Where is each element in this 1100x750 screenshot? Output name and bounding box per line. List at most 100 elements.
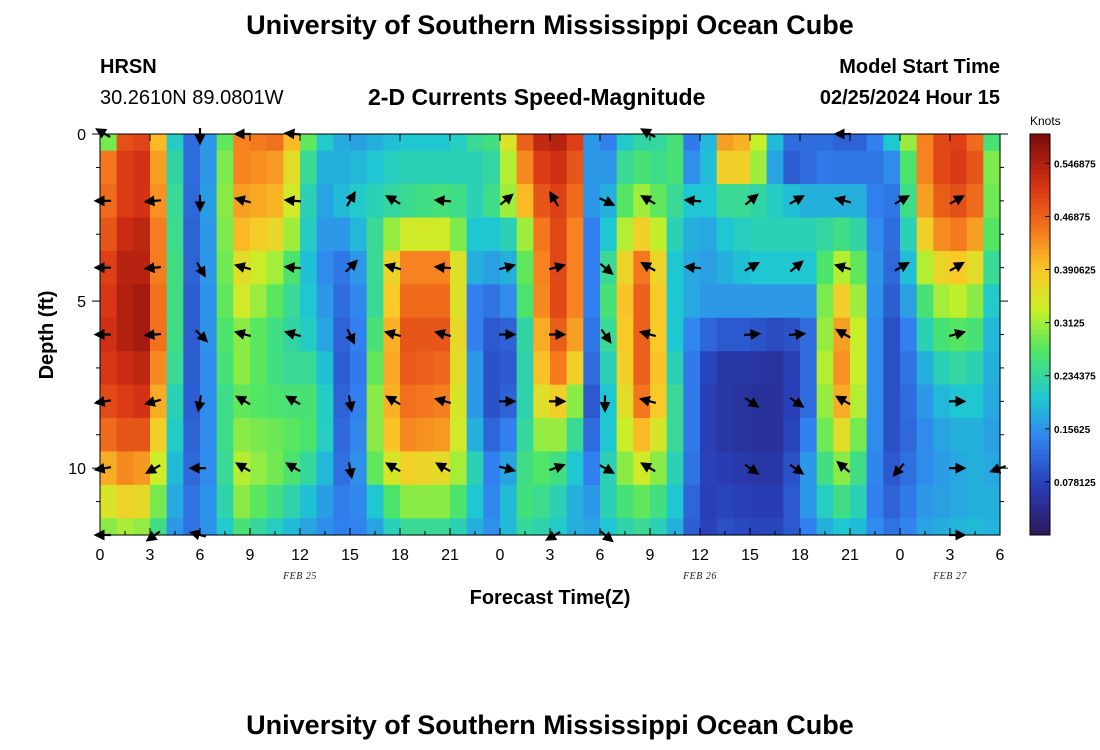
colorbar: 0.078125 0.15625 0.234375 0.3125 0.390625 0.4… — [1029, 133, 1096, 536]
heatmap-cell — [366, 418, 384, 453]
heatmap-cell — [383, 217, 401, 252]
heatmap-cell — [716, 418, 734, 453]
heatmap-cell — [750, 217, 768, 252]
heatmap-cell — [633, 484, 651, 519]
current-arrow — [283, 329, 302, 340]
heatmap-cell — [733, 134, 751, 152]
heatmap-cell — [416, 134, 434, 152]
colorbar-segment — [1030, 289, 1050, 295]
colorbar-segment — [1030, 179, 1050, 185]
colorbar-segment — [1030, 144, 1050, 150]
heatmap-cell — [883, 217, 901, 252]
heatmap-cell — [483, 217, 501, 252]
heatmap-cell — [883, 317, 901, 352]
x-axis-title: Forecast Time(Z) — [470, 587, 631, 609]
heatmap-cell — [116, 451, 134, 486]
heatmap-cell — [483, 351, 501, 386]
heatmap-cell — [683, 217, 701, 252]
heatmap-cell — [266, 418, 284, 453]
x-tick-label: 21 — [441, 547, 459, 564]
current-arrow — [640, 261, 656, 273]
heatmap-cell — [400, 418, 418, 453]
heatmap-cell — [416, 384, 434, 419]
heatmap-cell — [466, 518, 484, 536]
heatmap-cell — [900, 217, 918, 252]
heatmap-cell — [816, 451, 834, 486]
heatmap-cell — [416, 351, 434, 386]
heatmap-cell — [883, 250, 901, 285]
current-arrow — [344, 395, 356, 413]
current-arrow — [194, 329, 209, 343]
heatmap-cell — [233, 518, 251, 536]
heatmap-cell — [416, 317, 434, 352]
heatmap-cell — [233, 150, 251, 185]
heatmap-cell — [450, 284, 468, 319]
heatmap-cell — [633, 418, 651, 453]
current-arrow — [894, 261, 910, 273]
heatmap-cell — [816, 518, 834, 536]
heatmap-cell — [433, 351, 451, 386]
current-arrow — [233, 329, 252, 340]
heatmap-cell — [816, 351, 834, 386]
heatmap-cell — [883, 150, 901, 185]
heatmap-cell — [450, 351, 468, 386]
current-arrow — [599, 463, 615, 474]
current-arrow — [892, 462, 905, 477]
x-tick-label: 12 — [691, 547, 709, 564]
heatmap-cell — [866, 484, 884, 519]
heatmap-cell — [216, 134, 234, 152]
heatmap-cell — [216, 384, 234, 419]
heatmap-cell — [533, 451, 551, 486]
heatmap-cell — [466, 484, 484, 519]
heatmap-cell — [200, 284, 218, 319]
heatmap-cell — [950, 351, 968, 386]
heatmap-cell — [383, 184, 401, 219]
heatmap-cell — [883, 134, 901, 152]
heatmap-cell — [216, 451, 234, 486]
heatmap-cell — [816, 418, 834, 453]
colorbar-tick-label: 0.15625 — [1054, 425, 1091, 436]
heatmap-cell — [933, 134, 951, 152]
heatmap-cell — [900, 134, 918, 152]
heatmap-cell — [316, 418, 334, 453]
heatmap-cell — [166, 184, 184, 219]
heatmap-cell — [566, 384, 584, 419]
heatmap-cell — [366, 284, 384, 319]
heatmap-cell — [966, 484, 984, 519]
heatmap-cell — [600, 250, 618, 285]
heatmap-cell — [616, 134, 634, 152]
heatmap-cell — [383, 484, 401, 519]
heatmap-cell — [483, 451, 501, 486]
colorbar-segment — [1030, 274, 1050, 280]
current-arrow — [93, 462, 112, 474]
heatmap-cell — [783, 134, 801, 152]
heatmap-cell — [650, 418, 668, 453]
current-arrow — [344, 259, 359, 273]
heatmap-cell — [766, 250, 784, 285]
heatmap-cell — [683, 418, 701, 453]
heatmap-cell — [833, 518, 851, 536]
heatmap-cell — [916, 250, 934, 285]
heatmap-cell — [900, 384, 918, 419]
heatmap-cell — [133, 250, 151, 285]
heatmap-cell — [516, 284, 534, 319]
heatmap-cell — [716, 484, 734, 519]
heatmap-cell — [416, 418, 434, 453]
colorbar-segment — [1030, 439, 1050, 446]
heatmap-cell — [383, 418, 401, 453]
heatmap-cell — [450, 150, 468, 185]
heatmap-cell — [383, 150, 401, 185]
heatmap-cell — [683, 451, 701, 486]
colorbar-tick-label: 0.546875 — [1054, 159, 1096, 170]
heatmap-cell — [816, 134, 834, 152]
heatmap-cell — [583, 250, 601, 285]
heatmap-cell — [683, 384, 701, 419]
colorbar-segment — [1030, 364, 1050, 371]
heatmap-cell — [733, 418, 751, 453]
heatmap-cell — [200, 418, 218, 453]
colorbar-segment — [1030, 304, 1050, 310]
heatmap-cell — [700, 150, 718, 185]
heatmap-cell — [400, 184, 418, 219]
heatmap-cell — [550, 184, 568, 219]
heatmap-cell — [516, 484, 534, 519]
